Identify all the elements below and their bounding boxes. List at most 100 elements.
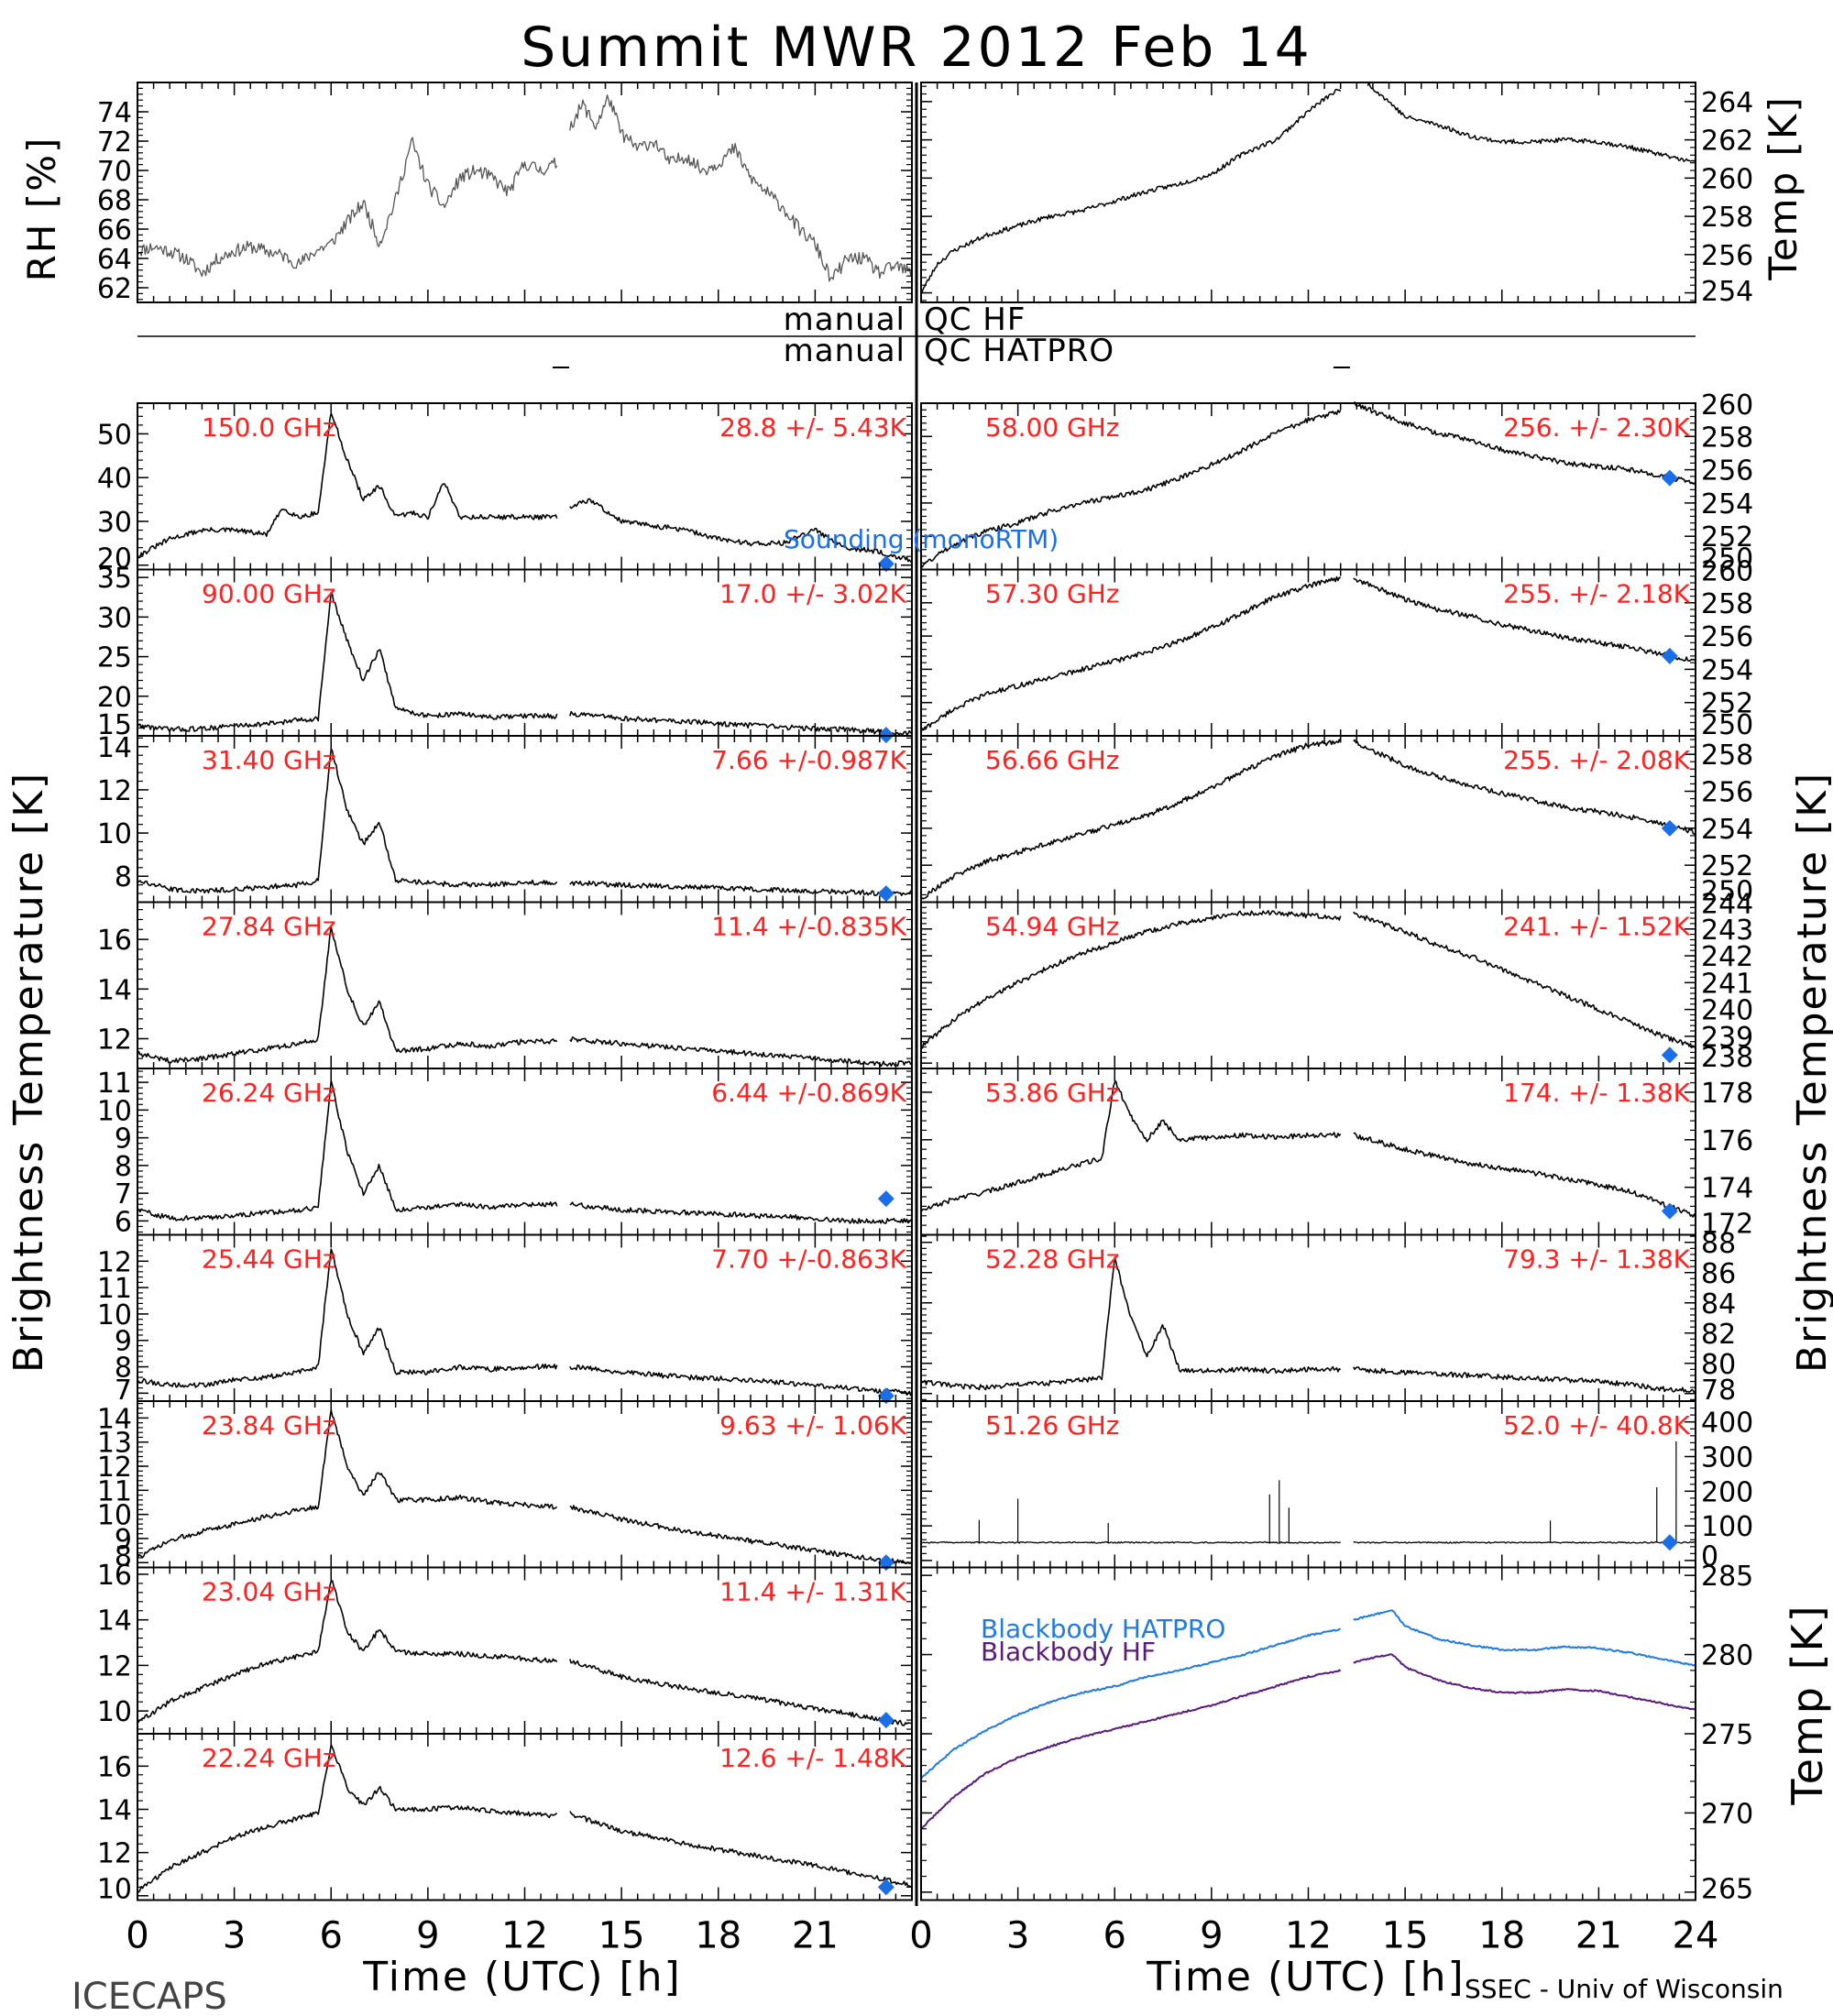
tb-y-tick-label: 254	[1701, 814, 1753, 846]
time-right-axis-label: Time (UTC) [h]	[1146, 1954, 1465, 2000]
tb-y-tick-label: 13	[97, 1428, 132, 1460]
footer-right: SSEC - Univ of Wisconsin	[1465, 1974, 1784, 2004]
time-left-tick-label: 9	[416, 1915, 439, 1957]
tb-y-tick-label: 256	[1701, 455, 1753, 488]
tb-y-tick-label: 10	[97, 818, 132, 850]
time-right-tick-label: 3	[1006, 1915, 1029, 1957]
tb-y-tick-label: 243	[1701, 915, 1753, 947]
tb-y-tick-label: 250	[1701, 709, 1753, 741]
tb-series-line	[921, 1256, 1696, 1394]
tb-y-tick-label: 11	[97, 1273, 132, 1305]
channel-stat-label: 256. +/- 2.30K	[1503, 412, 1690, 443]
tb-series-line	[137, 412, 913, 564]
tb-panel-left-7: 10 12 14 16 23.04 GHz 11.4 +/- 1.31K	[97, 1560, 913, 1735]
channel-frequency-label: 25.44 GHz	[202, 1244, 336, 1275]
tb-y-tick-label: 12	[97, 1024, 132, 1056]
tb-y-tick-label: 300	[1701, 1442, 1753, 1474]
time-left-axis-label: Time (UTC) [h]	[362, 1954, 681, 2000]
time-left-tick-label: 21	[792, 1915, 839, 1957]
channel-frequency-label: 27.84 GHz	[202, 912, 336, 942]
sounding-marker	[877, 1879, 895, 1896]
channel-stat-label: 255. +/- 2.08K	[1503, 745, 1690, 775]
channel-stat-label: 7.70 +/-0.863K	[711, 1244, 906, 1275]
tb-series-line	[921, 1540, 1696, 1544]
channel-frequency-label: 54.94 GHz	[985, 912, 1120, 942]
tb-y-tick-label: 8	[115, 861, 132, 893]
qc-hf-right-label: QC HF	[924, 301, 1026, 338]
tb-series-line	[137, 1079, 913, 1224]
tb-y-tick-label: 256	[1701, 777, 1753, 809]
tb-y-tick-label: 9	[115, 1123, 132, 1156]
tb-y-tick-label: 10	[97, 1095, 132, 1127]
tb-y-tick-label: 11	[97, 1068, 132, 1100]
tb-y-tick-label: 238	[1701, 1042, 1753, 1074]
tb-y-tick-label: 258	[1701, 740, 1753, 772]
rh-y-tick-label: 64	[97, 244, 132, 276]
blackbody-series-line	[920, 1653, 1696, 1830]
tb-y-tick-label: 15	[97, 709, 132, 741]
tb-y-tick-label: 252	[1701, 688, 1753, 720]
blackbody-y-tick-label: 275	[1701, 1719, 1753, 1751]
panels: 6264666870727425425625826026226420304050…	[97, 82, 1753, 1957]
channel-stat-label: 52.0 +/- 40.8K	[1503, 1410, 1690, 1441]
tb-y-tick-label: 14	[97, 1403, 132, 1435]
tb-y-tick-label: 250	[1701, 876, 1753, 908]
sounding-marker	[1661, 1534, 1678, 1551]
channel-stat-label: 17.0 +/- 3.02K	[719, 579, 906, 609]
tb-right-axis-label: Brightness Temperature [K]	[1789, 772, 1833, 1373]
temp-series-line	[920, 82, 1696, 295]
rh-axis-label: RH [%]	[19, 137, 64, 282]
blackbody-y-tick-label: 270	[1701, 1798, 1753, 1830]
qc-hatpro-left-label: manual	[784, 333, 906, 369]
temp-y-tick-label: 260	[1701, 163, 1753, 195]
tb-y-tick-label: 16	[97, 925, 132, 957]
temp-y-tick-label: 264	[1701, 87, 1753, 119]
tb-y-tick-label: 10	[97, 1500, 132, 1532]
time-right-tick-label: 18	[1478, 1915, 1525, 1957]
sounding-marker	[877, 1387, 895, 1405]
tb-series-line	[137, 1580, 913, 1726]
tb-y-tick-label: 12	[97, 775, 132, 807]
sounding-marker	[1661, 469, 1678, 487]
tb-y-tick-label: 178	[1701, 1078, 1753, 1110]
tb-left-axis-label: Brightness Temperature [K]	[5, 772, 52, 1373]
tb-y-tick-label: 84	[1701, 1288, 1736, 1320]
figure-title: Summit MWR 2012 Feb 14	[521, 16, 1312, 80]
channel-stat-label: 174. +/- 1.38K	[1503, 1078, 1690, 1108]
tb-y-tick-label: 16	[97, 1751, 132, 1783]
channel-stat-label: 241. +/- 1.52K	[1503, 912, 1690, 942]
blackbody-y-tick-label: 280	[1701, 1640, 1753, 1672]
tb-series-line	[920, 910, 1696, 1049]
sounding-marker	[1661, 819, 1678, 837]
temp-frame	[920, 82, 1696, 303]
tb-y-tick-label: 9	[115, 1326, 132, 1358]
tb-y-tick-label: 82	[1701, 1319, 1736, 1351]
tb-series-line	[137, 1408, 913, 1564]
tb-y-tick-label: 8	[115, 1353, 132, 1385]
channel-frequency-label: 26.24 GHz	[202, 1078, 336, 1108]
tb-y-tick-label: 7	[115, 1375, 132, 1407]
sounding-legend: Sounding (monoRTM)	[784, 524, 1059, 554]
temp-y-tick-label: 256	[1701, 240, 1753, 272]
tb-y-tick-label: 252	[1701, 850, 1753, 882]
footer-left: ICECAPS	[71, 1976, 227, 2016]
tb-y-tick-label: 8	[115, 1541, 132, 1573]
time-left-tick-label: 3	[223, 1915, 246, 1957]
tb-y-tick-label: 260	[1701, 389, 1753, 422]
tb-y-tick-label: 12	[97, 1650, 132, 1682]
tb-panel-left-3: 12 14 16 27.84 GHz 11.4 +/-0.835K	[97, 901, 913, 1069]
tb-series-line	[920, 739, 1696, 901]
temp-panel: 254 256 258 260 262 264	[920, 82, 1753, 308]
tb-y-tick-label: 10	[97, 1874, 132, 1906]
tb-y-tick-label: 254	[1701, 488, 1753, 520]
rh-series-line	[137, 94, 913, 282]
channel-stat-label: 11.4 +/-0.835K	[711, 912, 906, 942]
